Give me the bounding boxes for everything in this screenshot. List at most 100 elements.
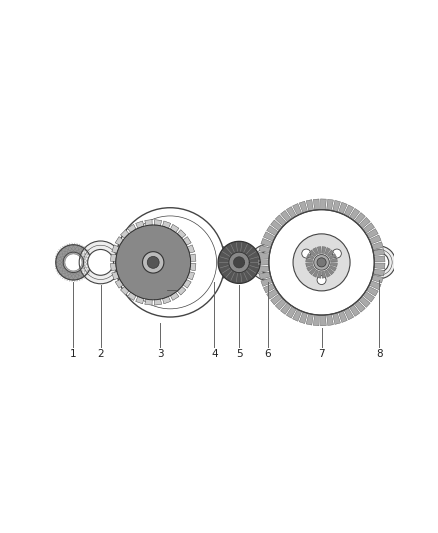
Polygon shape (307, 265, 314, 271)
Polygon shape (276, 298, 286, 310)
Polygon shape (369, 281, 381, 290)
Polygon shape (263, 284, 276, 293)
Polygon shape (327, 268, 334, 275)
Polygon shape (306, 200, 314, 211)
Text: 5: 5 (236, 349, 242, 359)
Polygon shape (330, 263, 337, 266)
Polygon shape (259, 245, 271, 253)
Polygon shape (325, 270, 330, 277)
Circle shape (203, 252, 225, 273)
Polygon shape (145, 299, 152, 305)
Polygon shape (177, 287, 186, 295)
Polygon shape (120, 230, 129, 238)
Polygon shape (218, 241, 260, 284)
Polygon shape (349, 208, 360, 220)
Polygon shape (322, 271, 326, 278)
Text: 1: 1 (70, 349, 77, 359)
Polygon shape (281, 303, 291, 314)
Polygon shape (154, 220, 162, 225)
Circle shape (116, 208, 225, 317)
Polygon shape (115, 237, 124, 245)
Polygon shape (154, 299, 162, 305)
Polygon shape (293, 204, 302, 215)
Polygon shape (120, 287, 129, 295)
Polygon shape (187, 272, 194, 280)
Polygon shape (309, 268, 316, 275)
Polygon shape (115, 279, 124, 288)
Polygon shape (313, 247, 318, 255)
Circle shape (269, 209, 374, 315)
Polygon shape (344, 205, 354, 217)
Circle shape (79, 241, 122, 284)
Polygon shape (127, 224, 136, 232)
Polygon shape (327, 199, 333, 211)
Polygon shape (170, 224, 179, 232)
Polygon shape (354, 301, 365, 312)
Circle shape (196, 245, 232, 280)
Polygon shape (261, 238, 273, 247)
Polygon shape (309, 250, 316, 257)
Polygon shape (112, 272, 119, 280)
Polygon shape (267, 289, 279, 299)
Polygon shape (330, 258, 337, 262)
Polygon shape (317, 246, 321, 254)
Circle shape (142, 252, 164, 273)
Circle shape (293, 234, 350, 291)
Circle shape (370, 253, 389, 272)
Polygon shape (110, 263, 117, 271)
Polygon shape (322, 246, 326, 254)
Polygon shape (344, 308, 354, 320)
Polygon shape (363, 223, 374, 233)
Polygon shape (339, 202, 347, 214)
Circle shape (332, 249, 341, 258)
Polygon shape (259, 272, 271, 280)
Circle shape (147, 256, 159, 268)
Polygon shape (136, 221, 144, 228)
Polygon shape (373, 249, 385, 256)
Polygon shape (299, 312, 307, 324)
Polygon shape (267, 225, 279, 236)
Polygon shape (56, 245, 91, 280)
Polygon shape (187, 245, 194, 253)
Polygon shape (327, 250, 334, 257)
Polygon shape (183, 279, 191, 288)
Polygon shape (366, 286, 378, 296)
Polygon shape (374, 256, 385, 262)
Polygon shape (321, 199, 326, 210)
Text: 8: 8 (376, 349, 382, 359)
Circle shape (302, 249, 311, 258)
Polygon shape (313, 314, 319, 326)
Circle shape (314, 255, 329, 270)
Polygon shape (329, 254, 336, 259)
Polygon shape (170, 292, 179, 301)
Polygon shape (112, 245, 119, 253)
Text: 4: 4 (211, 349, 218, 359)
Polygon shape (359, 217, 370, 229)
Polygon shape (325, 247, 330, 255)
Polygon shape (183, 237, 191, 245)
Polygon shape (263, 232, 276, 241)
Polygon shape (371, 275, 383, 283)
Polygon shape (374, 263, 385, 269)
Circle shape (116, 225, 191, 300)
Text: 6: 6 (264, 349, 271, 359)
Polygon shape (313, 199, 319, 210)
Text: 3: 3 (157, 349, 163, 359)
Circle shape (88, 249, 113, 275)
Polygon shape (354, 213, 365, 224)
Polygon shape (63, 252, 84, 272)
Polygon shape (293, 309, 302, 321)
Circle shape (257, 252, 279, 273)
Circle shape (317, 258, 326, 267)
Polygon shape (276, 215, 286, 227)
Text: 2: 2 (97, 349, 104, 359)
Polygon shape (286, 306, 297, 318)
Polygon shape (162, 296, 171, 304)
Polygon shape (306, 313, 314, 325)
Polygon shape (190, 254, 196, 261)
Polygon shape (271, 220, 283, 231)
Polygon shape (258, 252, 269, 259)
Polygon shape (349, 304, 360, 317)
Polygon shape (271, 294, 283, 305)
Polygon shape (299, 201, 307, 213)
